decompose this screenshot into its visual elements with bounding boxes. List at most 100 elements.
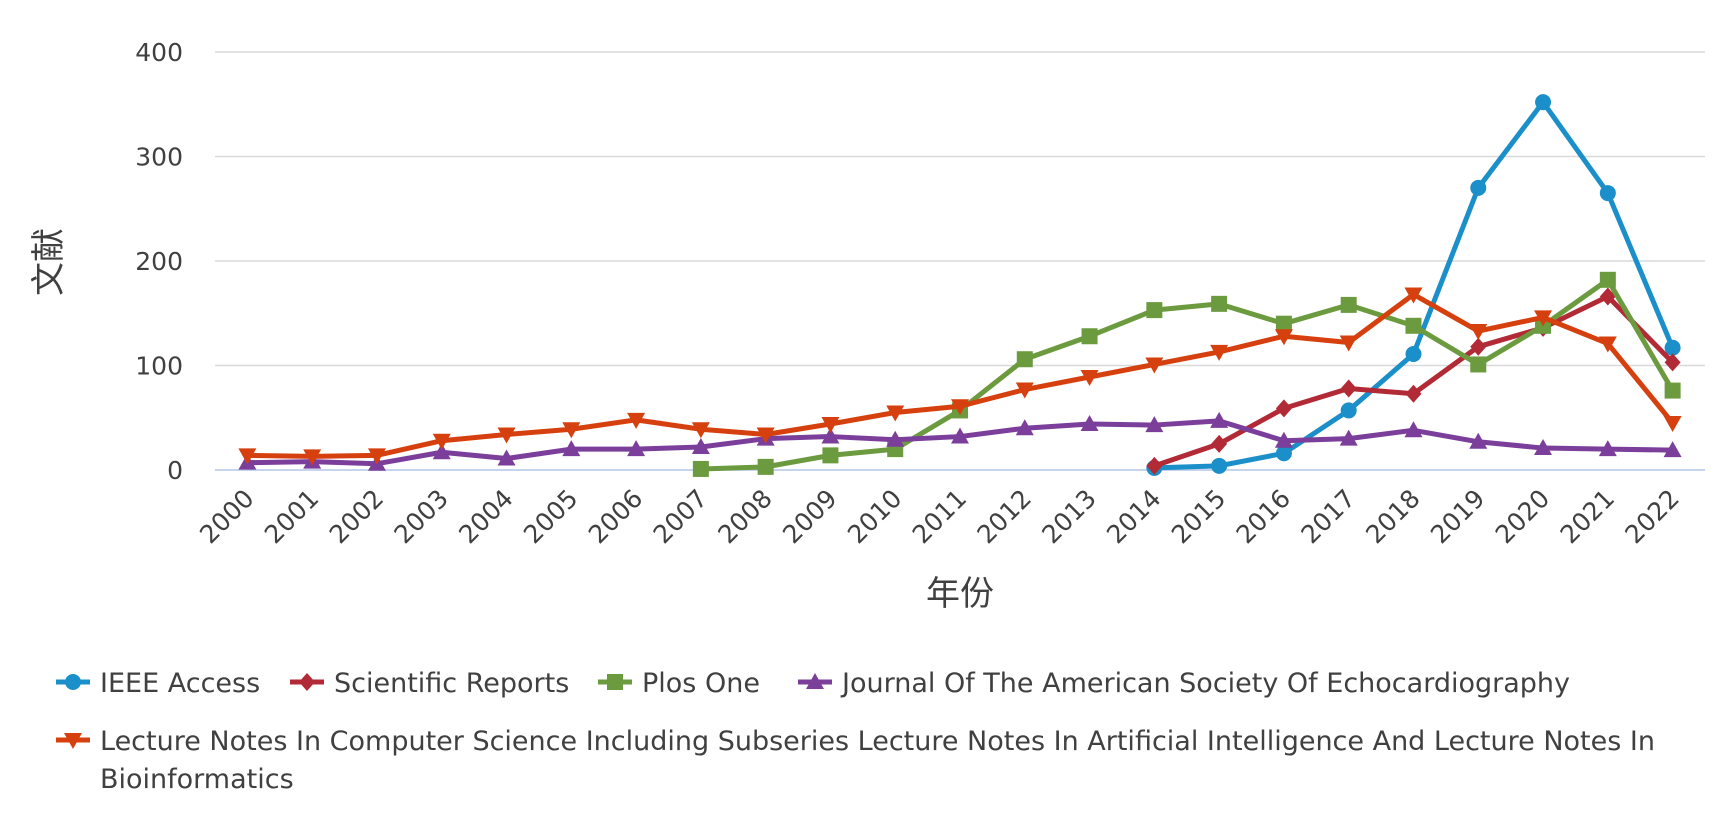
series-lines <box>238 94 1682 477</box>
data-point <box>1664 382 1681 399</box>
data-point <box>627 440 646 457</box>
data-point <box>1663 415 1682 432</box>
data-point <box>1080 369 1099 386</box>
data-point <box>367 448 386 465</box>
x-tick-label: 2018 <box>1360 484 1425 549</box>
series-0 <box>1146 94 1681 476</box>
data-point <box>1663 441 1682 458</box>
data-point <box>1664 353 1681 372</box>
x-tick-label: 2011 <box>907 484 972 549</box>
x-tick-label: 2000 <box>194 484 259 549</box>
legend-item: Lecture Notes In Computer Science Includ… <box>56 726 1655 795</box>
data-point <box>562 440 581 457</box>
data-point <box>821 417 840 434</box>
data-point <box>1339 429 1358 446</box>
x-tick-label: 2014 <box>1101 484 1166 549</box>
data-point <box>951 399 969 416</box>
data-point <box>1210 344 1229 361</box>
data-point <box>562 422 581 439</box>
x-tick-label: 2008 <box>712 484 777 549</box>
data-point <box>303 449 322 466</box>
legend-label: Journal Of The American Society Of Echoc… <box>840 668 1570 699</box>
data-point <box>1534 439 1553 456</box>
legend-label: Plos One <box>642 668 760 699</box>
x-tick-label: 2013 <box>1036 484 1101 549</box>
x-tick-label: 2022 <box>1619 484 1684 549</box>
series-line <box>700 277 1675 472</box>
x-tick-label: 2019 <box>1425 484 1490 549</box>
data-point <box>821 427 840 444</box>
data-point <box>822 447 839 464</box>
y-tick-label: 200 <box>135 247 183 276</box>
data-point <box>1405 317 1422 334</box>
data-point <box>1015 382 1034 399</box>
x-tick-label: 2017 <box>1295 484 1360 549</box>
x-tick-label: 2021 <box>1555 484 1620 549</box>
data-point <box>1015 419 1034 436</box>
y-tick-label: 300 <box>135 143 183 172</box>
legend-label: IEEE Access <box>100 668 260 699</box>
legend-marker <box>299 673 315 691</box>
data-point <box>1274 329 1293 346</box>
x-tick-label: 2009 <box>777 484 842 549</box>
data-point <box>1599 271 1616 288</box>
data-point <box>1210 411 1229 428</box>
legend-marker <box>65 674 81 690</box>
data-point <box>1598 336 1617 353</box>
data-point <box>756 427 775 444</box>
legend-item: IEEE Access <box>56 668 260 699</box>
x-tick-label: 2002 <box>324 484 389 549</box>
x-axis-title: 年份 <box>926 574 994 614</box>
legend-label: Scientific Reports <box>334 668 569 699</box>
data-point <box>238 448 257 465</box>
data-point <box>1146 456 1163 475</box>
data-point <box>757 458 774 475</box>
x-tick-label: 2006 <box>583 484 648 549</box>
data-point <box>1534 310 1553 327</box>
data-point <box>1404 287 1423 304</box>
x-tick-label: 2004 <box>453 484 518 549</box>
series-4 <box>238 287 1682 466</box>
y-tick-label: 400 <box>135 38 183 67</box>
series-1 <box>1146 287 1681 475</box>
legend: IEEE Access Scientific Reports Plos One Jou… <box>56 668 1655 795</box>
data-point <box>1145 416 1164 433</box>
data-point <box>691 422 710 439</box>
legend-marker <box>806 673 824 689</box>
legend-label: Lecture Notes In Computer Science Includ… <box>100 726 1655 795</box>
data-point <box>1145 357 1164 374</box>
data-point <box>1274 431 1293 448</box>
x-tick-label: 2010 <box>842 484 907 549</box>
data-point <box>497 449 516 466</box>
data-point <box>1535 94 1552 111</box>
x-tick-label: 2005 <box>518 484 583 549</box>
data-point <box>1211 457 1228 474</box>
data-point <box>1599 185 1616 202</box>
data-point <box>886 405 905 422</box>
y-axis-title: 文献 <box>29 228 69 296</box>
data-point <box>1275 399 1292 418</box>
legend-marker <box>64 733 82 749</box>
y-tick-label: 0 <box>167 456 183 485</box>
data-point <box>1598 440 1617 457</box>
gridlines <box>215 51 1705 471</box>
x-tick-label: 2003 <box>388 484 453 549</box>
data-point <box>497 427 516 444</box>
data-point <box>1664 339 1681 356</box>
data-point <box>1470 179 1487 196</box>
data-point <box>1339 335 1358 352</box>
data-point <box>691 438 710 455</box>
data-point <box>692 460 709 477</box>
data-point <box>1340 402 1357 419</box>
data-point <box>1340 296 1357 313</box>
x-tick-label: 2020 <box>1490 484 1555 549</box>
data-point <box>432 443 451 460</box>
data-point <box>1340 379 1357 398</box>
data-point <box>432 433 451 450</box>
x-tick-label: 2001 <box>259 484 324 549</box>
x-tick-label: 2016 <box>1231 484 1296 549</box>
data-point <box>1469 432 1488 449</box>
data-point <box>1470 337 1487 356</box>
